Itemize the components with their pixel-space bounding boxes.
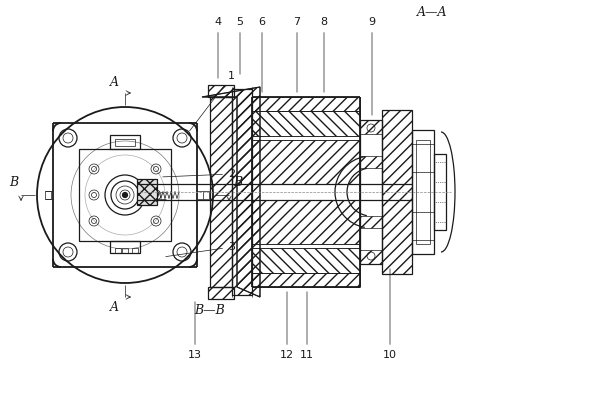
Bar <box>208 85 234 97</box>
Text: 3: 3 <box>166 242 235 256</box>
Bar <box>110 135 140 149</box>
Bar <box>360 216 382 228</box>
Text: A—A: A—A <box>417 6 447 18</box>
Text: 6: 6 <box>259 17 265 92</box>
Text: B: B <box>233 176 242 189</box>
Bar <box>45 191 51 199</box>
Bar <box>360 120 382 264</box>
Text: 1: 1 <box>190 71 235 131</box>
Bar <box>252 200 360 244</box>
Bar <box>382 110 412 274</box>
Text: B—B: B—B <box>194 304 226 318</box>
Text: A: A <box>110 301 119 314</box>
Bar <box>252 140 360 184</box>
Bar <box>115 248 121 253</box>
Bar <box>137 179 157 205</box>
Text: 7: 7 <box>293 17 301 92</box>
Bar <box>252 273 360 287</box>
Bar <box>115 139 135 146</box>
Text: A: A <box>110 76 119 89</box>
Bar <box>434 154 446 230</box>
Text: B: B <box>9 176 18 189</box>
Text: 9: 9 <box>368 17 376 115</box>
Bar <box>412 130 434 254</box>
Bar <box>360 156 382 168</box>
Bar <box>208 287 234 299</box>
Bar <box>203 191 209 199</box>
Bar <box>79 149 171 241</box>
Bar <box>232 89 252 295</box>
Text: 8: 8 <box>320 17 328 92</box>
Text: 5: 5 <box>236 17 244 74</box>
Circle shape <box>122 192 128 198</box>
Text: 10: 10 <box>383 269 397 360</box>
Bar <box>122 248 128 253</box>
Bar <box>252 248 360 273</box>
Bar <box>110 241 140 253</box>
Bar <box>252 97 360 111</box>
Bar <box>360 250 382 264</box>
Text: 11: 11 <box>300 292 314 360</box>
Bar <box>416 140 430 244</box>
Text: 13: 13 <box>188 302 202 360</box>
Text: 2: 2 <box>163 169 235 179</box>
Bar <box>210 97 232 287</box>
Text: 4: 4 <box>214 17 221 78</box>
Bar <box>132 248 138 253</box>
Text: 12: 12 <box>280 292 294 360</box>
Bar <box>252 111 360 136</box>
Bar <box>360 120 382 134</box>
